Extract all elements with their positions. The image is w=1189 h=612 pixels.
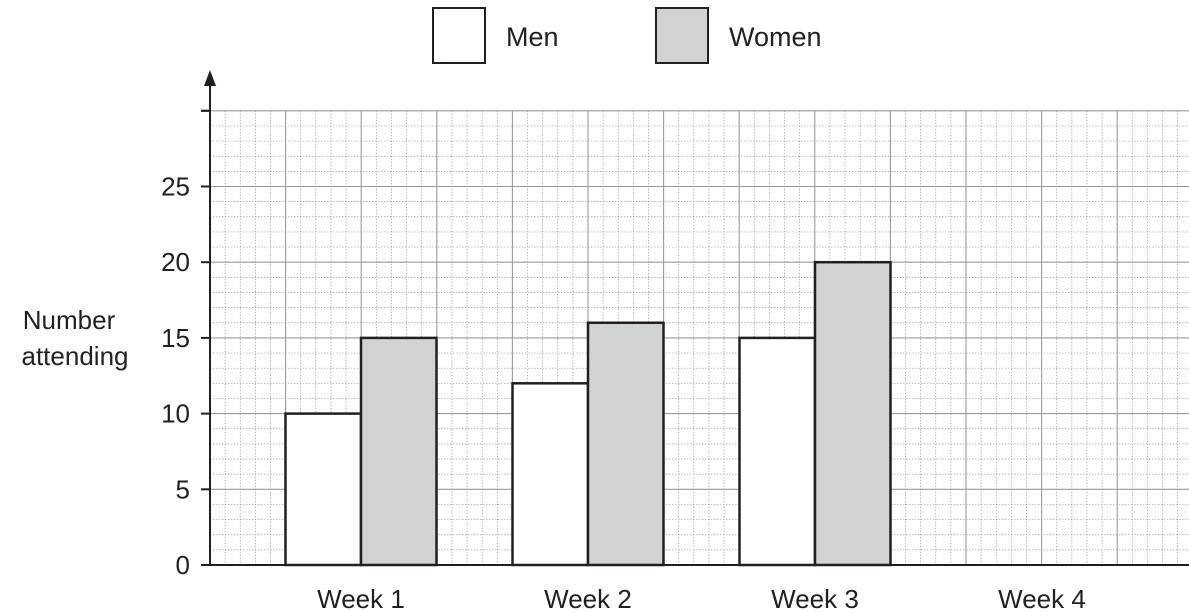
x-category-label: Week 2 [544, 584, 632, 612]
axes [201, 70, 1189, 566]
legend-label-women: Women [729, 22, 822, 52]
y-axis-label-line-2: attending [22, 341, 129, 371]
y-tick-label: 20 [161, 247, 190, 277]
y-axis-label-line-1: Number [23, 305, 116, 335]
y-tick-label: 5 [176, 474, 190, 504]
x-categories: Week 1 Week 2 Week 3 Week 4 [317, 584, 1086, 612]
legend-swatch-women [655, 7, 709, 64]
bars [284, 260, 892, 567]
y-axis-arrow-icon [204, 70, 216, 86]
bar-men-week-2 [511, 382, 590, 567]
bar-women-week-1 [359, 336, 438, 567]
y-axis-label: Number attending [22, 305, 129, 371]
y-tick-label: 0 [176, 550, 190, 580]
legend-swatch-men [432, 7, 486, 64]
bar-men-week-1 [284, 412, 363, 567]
bar-men-week-3 [738, 336, 817, 567]
y-tick-label: 15 [161, 323, 190, 353]
bar-women-week-2 [586, 321, 665, 567]
y-tick-label: 25 [161, 172, 190, 202]
x-category-label: Week 3 [771, 584, 859, 612]
legend-label-men: Men [506, 22, 559, 52]
x-category-label: Week 1 [317, 584, 405, 612]
y-tick-label: 10 [161, 399, 190, 429]
bar-women-week-3 [813, 260, 892, 567]
legend: Men Women [432, 7, 822, 64]
y-ticks: 0 5 10 15 20 25 [161, 172, 190, 581]
x-category-label: Week 4 [998, 584, 1086, 612]
